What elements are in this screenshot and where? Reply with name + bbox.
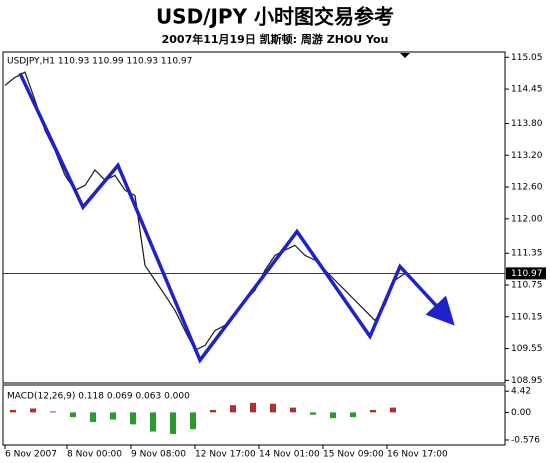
symbol-header: USDJPY,H1 110.93 110.99 110.93 110.97 (7, 57, 192, 67)
macd-bar (390, 407, 396, 413)
shift-marker (400, 53, 410, 58)
y-tick-label: 110.15 (511, 312, 543, 322)
y-tick-label: 108.95 (511, 376, 543, 386)
macd-bar (10, 409, 16, 413)
x-tick-label: 9 Nov 08:00 (131, 450, 186, 460)
x-tick-label: 16 Nov 17:00 (387, 450, 448, 460)
y-tick-label: 110.75 (511, 281, 543, 291)
macd-bar (250, 402, 256, 413)
y-tick-label: 112.00 (511, 214, 543, 224)
macd-header: MACD(12,26,9) 0.118 0.069 0.063 0.000 (7, 392, 190, 402)
x-tick-label: 14 Nov 01:00 (259, 450, 320, 460)
x-tick-label: 8 Nov 00:00 (67, 450, 122, 460)
macd-bar (150, 412, 156, 432)
last-price-box (506, 267, 546, 280)
macd-bar (290, 407, 296, 413)
last-price-label: 110.97 (511, 269, 543, 279)
macd-bar (210, 409, 216, 413)
macd-bar (110, 412, 116, 420)
macd-bar (90, 412, 96, 422)
macd-bar (230, 405, 236, 413)
macd-bar (270, 403, 276, 413)
x-tick-label: 12 Nov 17:00 (195, 450, 256, 460)
macd-tick-label: 4.42 (511, 387, 531, 397)
macd-bar (310, 412, 316, 415)
chart-title: USD/JPY 小时图交易参考 (156, 5, 394, 29)
y-tick-label: 115.05 (511, 53, 543, 63)
y-tick-label: 109.55 (511, 344, 543, 354)
macd-bar (50, 411, 56, 413)
x-tick-label: 15 Nov 09:00 (323, 450, 384, 460)
macd-bar (370, 409, 376, 413)
price-panel (2, 51, 506, 384)
macd-tick-label: -0.576 (511, 436, 540, 446)
y-tick-label: 111.35 (511, 249, 543, 259)
y-tick-label: 114.45 (511, 85, 543, 95)
macd-bar (70, 412, 76, 418)
macd-bar (350, 412, 356, 418)
macd-bar (170, 412, 176, 434)
x-tick-label: 6 Nov 2007 (5, 450, 57, 460)
series-line (18, 72, 455, 364)
macd-bar (130, 412, 136, 425)
macd-bar (190, 412, 196, 430)
y-tick-label: 113.80 (511, 119, 543, 129)
macd-panel (2, 384, 506, 446)
macd-tick-label: 0.00 (511, 408, 531, 418)
chart-subtitle: 2007年11月19日 凯斯顿: 周游 ZHOU You (162, 32, 389, 46)
macd-bar (30, 408, 36, 413)
y-tick-label: 112.60 (511, 183, 543, 193)
macd-bar (330, 412, 336, 419)
y-tick-label: 113.20 (511, 151, 543, 161)
